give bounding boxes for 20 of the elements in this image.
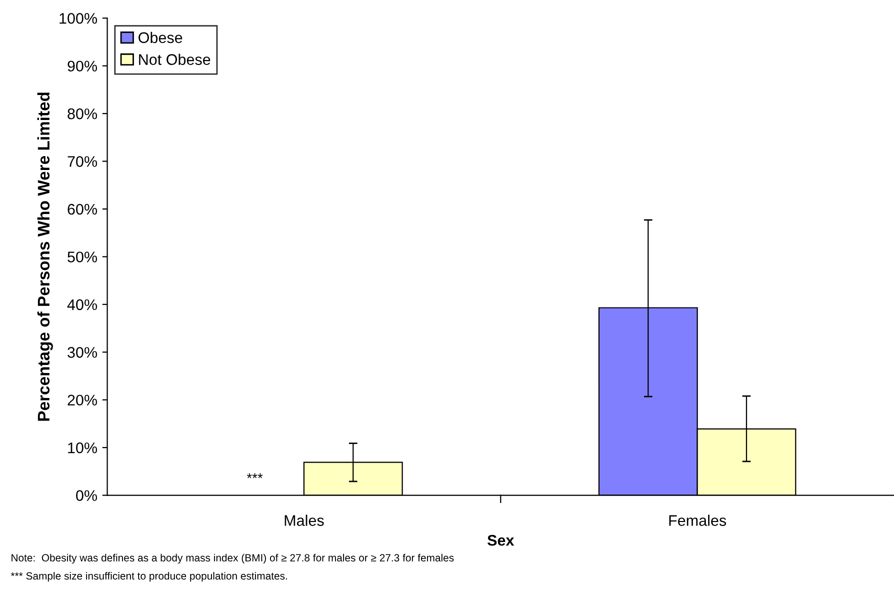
x-axis-title: Sex <box>487 534 514 546</box>
legend-label: Obese <box>138 32 182 44</box>
y-tick-label: 60% <box>68 204 98 215</box>
y-tick-label: 90% <box>68 60 98 72</box>
annotation: *** <box>246 473 263 478</box>
y-tick-label: 70% <box>68 156 98 167</box>
y-tick-label: 20% <box>68 394 98 406</box>
x-tick-label: Females <box>669 514 726 526</box>
text: *** Sample size insufficient to produce population estimates. <box>10 572 287 582</box>
y-tick-label: 100% <box>60 12 98 24</box>
y-tick-label: 80% <box>68 108 98 120</box>
x-tick-label: Males <box>284 514 324 526</box>
y-axis-title: Percentage of Persons Who Were Limited <box>37 92 53 421</box>
text: Note: Obesity was defines as a body mass index (BMI) of ≥ 27.8 for males or ≥ 27.3 for females <box>12 554 454 564</box>
y-tick-label: 40% <box>67 299 98 310</box>
legend-label: Not Obese <box>139 54 210 65</box>
y-tick-label: 0% <box>76 490 98 501</box>
y-tick-label: 50% <box>68 252 98 262</box>
y-tick-label: 30% <box>68 347 98 358</box>
y-tick-label: 10% <box>68 442 98 454</box>
